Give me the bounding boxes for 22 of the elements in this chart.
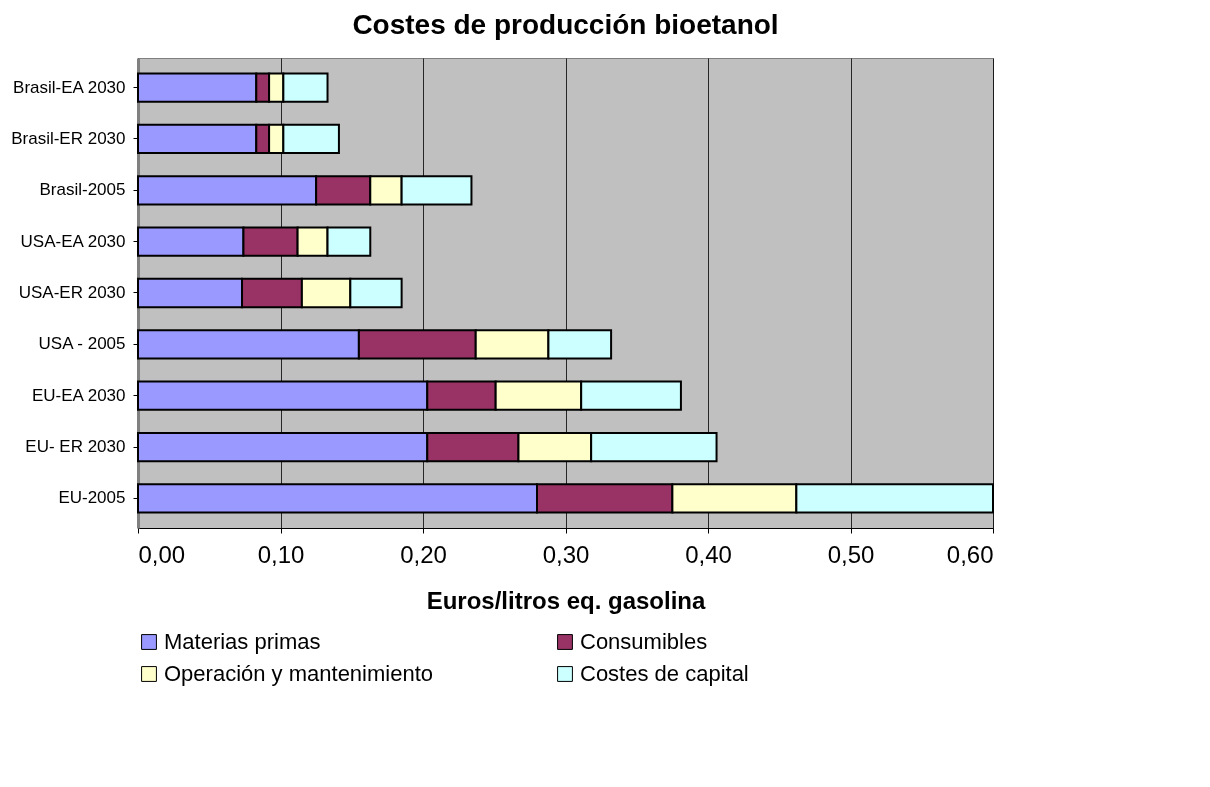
x-tick-label: 0,40 [685, 540, 732, 568]
legend-label: Materias primas [164, 629, 321, 654]
y-tick-label: EU-2005 [58, 488, 126, 508]
legend-label: Consumibles [580, 629, 708, 654]
y-tick-label: USA - 2005 [38, 334, 126, 354]
x-tick-label: 0,00 [138, 540, 186, 568]
x-axis-title: Euros/litros eq. gasolina [426, 586, 707, 614]
y-tick-label: USA-EA 2030 [20, 231, 126, 251]
y-tick-label: EU-EA 2030 [31, 385, 126, 405]
y-tick-label: EU- ER 2030 [25, 437, 126, 457]
y-tick-label: Brasil-2005 [39, 180, 126, 200]
legend-label: Costes de capital [580, 661, 749, 686]
x-tick-label: 0,60 [946, 540, 994, 568]
x-tick-label: 0,10 [257, 540, 305, 568]
y-tick-label: Brasil-EA 2030 [13, 77, 126, 97]
x-tick-label: 0,30 [542, 540, 590, 568]
y-tick-label: USA-ER 2030 [18, 283, 126, 302]
x-tick-label: 0,20 [400, 540, 447, 568]
y-tick-label: Brasil-ER 2030 [11, 128, 126, 148]
x-tick-label: 0,50 [827, 540, 875, 568]
legend-label: Operación y mantenimiento [164, 661, 434, 686]
chart-title: Costes de producción bioetanol [352, 9, 779, 40]
